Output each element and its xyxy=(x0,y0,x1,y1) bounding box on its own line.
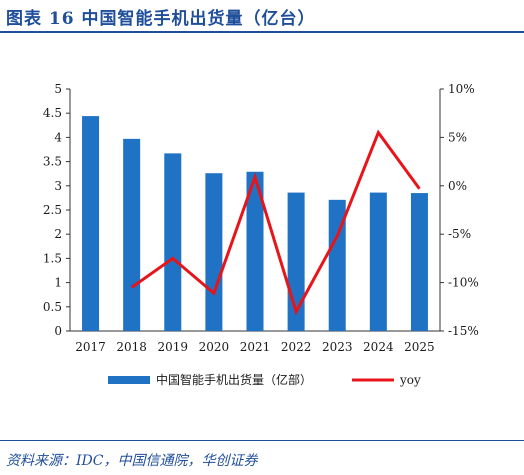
page-title: 图表 16 中国智能手机出货量（亿台） xyxy=(6,9,316,29)
bar-series xyxy=(82,116,428,331)
chart-container: 0 0.5 1 1.5 2 2.5 3 3.5 4 4.5 5 -15% -10% -5% 0% 5% 10%… xyxy=(0,34,524,434)
legend-swatch-bar xyxy=(108,376,150,384)
right-axis-tick-label: 10% xyxy=(448,82,475,96)
x-axis-tick-label: 2025 xyxy=(404,340,435,354)
legend-label-yoy: yoy xyxy=(399,373,421,387)
x-axis-tick-label: 2024 xyxy=(363,340,394,354)
left-axis: 0 0.5 1 1.5 2 2.5 3 3.5 4 4.5 5 xyxy=(43,82,71,338)
x-axis-tick-label: 2017 xyxy=(75,340,106,354)
bar xyxy=(205,173,223,331)
bar xyxy=(328,199,346,331)
left-axis-tick-label: 0 xyxy=(54,324,62,338)
chart-svg: 0 0.5 1 1.5 2 2.5 3 3.5 4 4.5 5 -15% -10% -5% 0% 5% 10%… xyxy=(43,82,479,387)
source-divider xyxy=(0,440,524,441)
left-axis-tick-label: 1 xyxy=(54,276,62,290)
right-axis: -15% -10% -5% 0% 5% 10% xyxy=(439,82,479,338)
right-axis-tick-label: -15% xyxy=(448,324,479,338)
left-axis-tick-label: 3 xyxy=(54,179,62,193)
bar xyxy=(123,138,141,331)
title-divider xyxy=(0,31,524,33)
yoy-line xyxy=(130,129,421,316)
right-axis-tick-label: 0% xyxy=(448,179,467,193)
left-axis-tick-label: 2 xyxy=(54,227,62,241)
x-axis-tick-label: 2023 xyxy=(322,340,353,354)
left-axis-tick-label: 5 xyxy=(54,82,62,96)
source-note: 资料来源：IDC，中国信通院，华创证券 xyxy=(6,453,258,469)
left-axis-tick-label: 1.5 xyxy=(43,251,62,265)
bar xyxy=(410,193,428,331)
bar xyxy=(246,171,264,331)
x-axis-tick-label: 2020 xyxy=(199,340,230,354)
left-axis-tick-label: 2.5 xyxy=(43,203,62,217)
title-bar: 图表 16 中国智能手机出货量（亿台） xyxy=(0,0,524,34)
bar xyxy=(82,116,100,331)
x-axis-tick-label: 2019 xyxy=(158,340,189,354)
bar xyxy=(369,192,387,331)
x-axis-tick-label: 2018 xyxy=(116,340,147,354)
legend: 中国智能手机出货量（亿部） yoy xyxy=(108,372,421,387)
line-series xyxy=(130,129,421,316)
right-axis-tick-label: -10% xyxy=(448,276,479,290)
bar xyxy=(164,153,182,331)
x-axis-tick-label: 2021 xyxy=(240,340,271,354)
left-axis-tick-label: 4 xyxy=(54,130,62,144)
left-axis-tick-label: 4.5 xyxy=(43,106,62,120)
x-axis-tick-label: 2022 xyxy=(281,340,312,354)
left-axis-tick-label: 0.5 xyxy=(43,300,62,314)
legend-label-shipments: 中国智能手机出货量（亿部） xyxy=(156,372,312,387)
right-axis-tick-label: -5% xyxy=(448,227,471,241)
left-axis-tick-label: 3.5 xyxy=(43,155,62,169)
x-axis: 2017 2018 2019 2020 2021 2022 2023 2024 2025 xyxy=(70,330,440,354)
right-axis-tick-label: 5% xyxy=(448,130,467,144)
